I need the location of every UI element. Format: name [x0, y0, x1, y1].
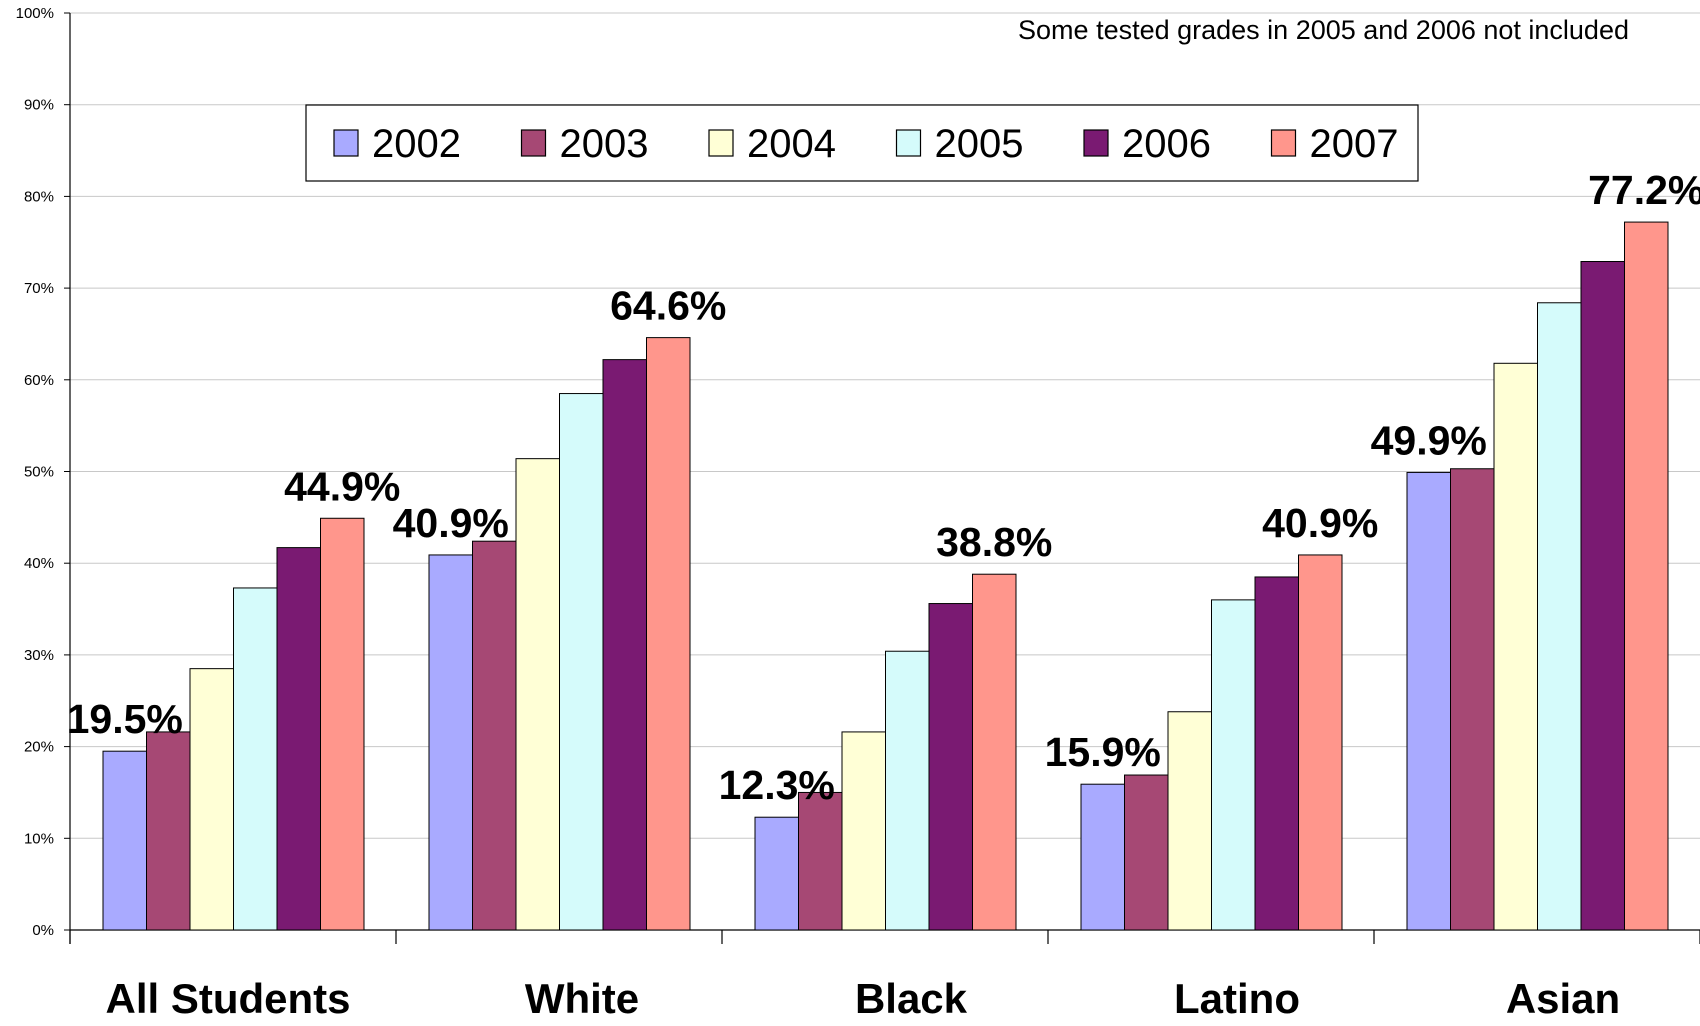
legend-label: 2005	[935, 122, 1024, 166]
bar	[1450, 468, 1495, 931]
bar	[1493, 362, 1538, 931]
legend-swatch	[895, 129, 922, 157]
category-label: White	[525, 975, 639, 1021]
data-label: 40.9%	[393, 500, 509, 546]
chart-note: Some tested grades in 2005 and 2006 not …	[1018, 15, 1629, 45]
bar	[885, 650, 930, 931]
y-tick-label: 50%	[24, 464, 54, 481]
bar	[472, 540, 517, 931]
bar	[233, 587, 278, 931]
legend-swatch	[520, 129, 547, 157]
data-label: 15.9%	[1045, 729, 1161, 775]
bar	[1254, 576, 1299, 931]
data-label: 44.9%	[284, 463, 400, 509]
bar	[1580, 261, 1625, 931]
legend-label: 2003	[560, 122, 649, 166]
bar	[1624, 221, 1669, 931]
bar	[646, 337, 691, 931]
legend: 2002 2003 2004 2005 2006 2007	[305, 104, 1419, 182]
bar	[428, 554, 473, 931]
bar	[102, 750, 147, 931]
data-label: 40.9%	[1262, 500, 1378, 546]
bar	[602, 359, 647, 931]
y-tick-label: 100%	[16, 5, 54, 22]
bar	[515, 458, 560, 931]
bar	[1211, 599, 1256, 931]
category-label: Latino	[1174, 975, 1300, 1021]
bar	[320, 517, 365, 931]
y-tick-label: 80%	[24, 188, 54, 205]
bar	[1080, 783, 1125, 931]
y-tick-label: 30%	[24, 647, 54, 664]
legend-box	[305, 104, 1419, 182]
bar	[1537, 302, 1582, 931]
data-labels: 19.5%44.9%40.9%64.6%12.3%38.8%15.9%40.9%…	[67, 167, 1700, 808]
bars	[102, 221, 1669, 931]
bar	[189, 668, 234, 931]
category-label: Asian	[1506, 975, 1620, 1021]
bar	[841, 731, 886, 931]
bar	[1124, 774, 1169, 931]
legend-swatch	[333, 129, 359, 157]
y-tick-label: 20%	[24, 739, 54, 756]
category-label: Black	[855, 975, 968, 1021]
data-label: 64.6%	[610, 283, 726, 329]
legend-swatch	[1270, 129, 1297, 157]
bar	[146, 731, 191, 931]
data-label: 38.8%	[936, 519, 1052, 565]
y-tick-label: 90%	[24, 97, 54, 114]
legend-label: 2007	[1310, 122, 1399, 166]
y-tick-label: 0%	[32, 922, 54, 939]
data-label: 19.5%	[67, 696, 183, 742]
legend-label: 2002	[372, 122, 461, 166]
category-label: All Students	[105, 975, 350, 1021]
bar	[559, 393, 604, 931]
legend-swatch	[708, 129, 734, 157]
data-label: 12.3%	[719, 762, 835, 808]
y-tick-label: 60%	[24, 372, 54, 389]
bar	[754, 816, 799, 931]
bar	[798, 791, 843, 931]
bar	[972, 573, 1017, 931]
y-tick-label: 70%	[24, 280, 54, 297]
bar	[1167, 711, 1212, 931]
y-tick-label: 10%	[24, 830, 54, 847]
y-tick-label: 40%	[24, 555, 54, 572]
bar	[928, 603, 973, 931]
legend-swatch	[1083, 129, 1109, 157]
bar	[1298, 554, 1343, 931]
legend-label: 2006	[1122, 122, 1211, 166]
data-label: 49.9%	[1371, 417, 1487, 463]
legend-label: 2004	[747, 122, 836, 166]
bar	[276, 547, 321, 931]
bar	[1406, 471, 1451, 931]
data-label: 77.2%	[1588, 167, 1700, 213]
